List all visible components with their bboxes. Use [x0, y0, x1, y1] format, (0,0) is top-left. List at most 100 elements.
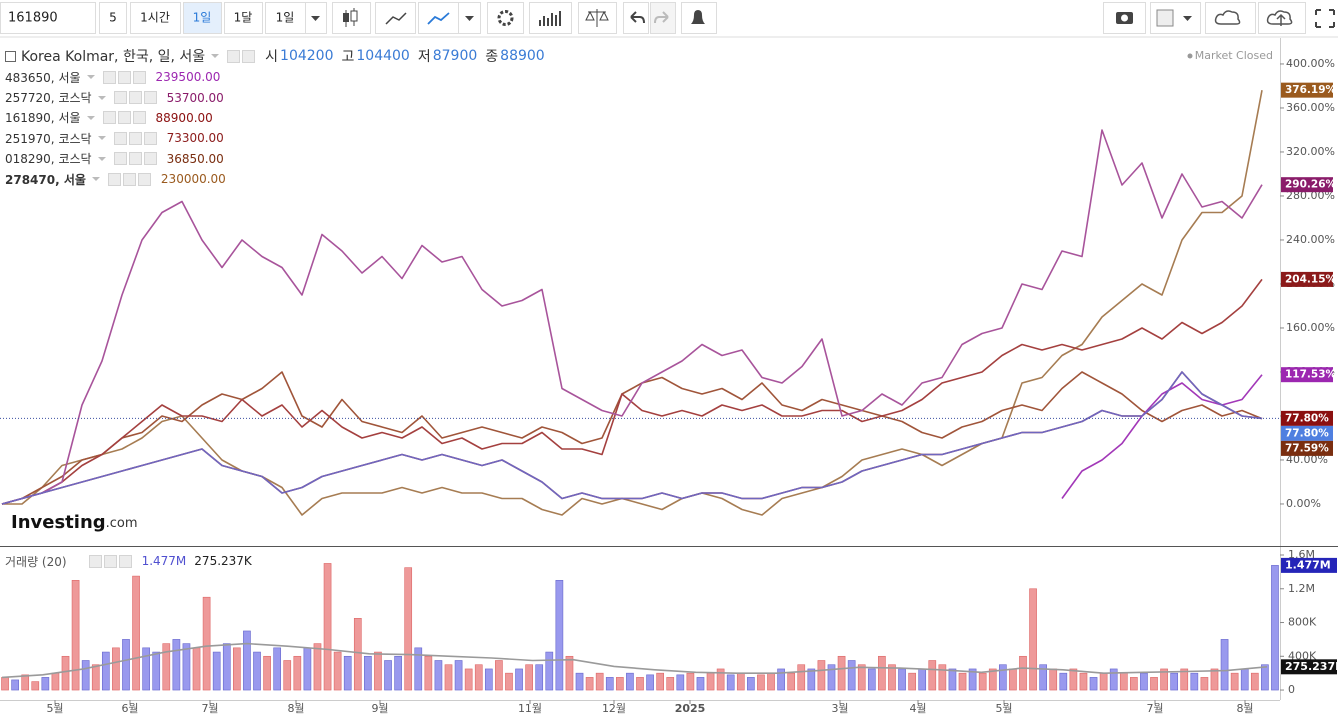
volume-bar: [585, 677, 594, 691]
interval-button[interactable]: [265, 2, 306, 34]
interval-button[interactable]: [224, 2, 263, 34]
volume-bar: [273, 647, 282, 691]
x-tick-label: 8월: [287, 702, 304, 714]
caret[interactable]: [97, 136, 106, 141]
volume-bar: [112, 647, 120, 691]
icon[interactable]: [132, 70, 146, 84]
collapse-box[interactable]: [5, 50, 16, 62]
icon[interactable]: [122, 172, 136, 186]
caret[interactable]: [97, 156, 106, 161]
volume-bar: [384, 660, 392, 691]
interval-button-active[interactable]: [183, 2, 222, 34]
compare-symbol: 278470, 서울: [5, 172, 86, 187]
interval-button[interactable]: [130, 2, 181, 34]
volume-bar: [1009, 668, 1017, 691]
x-tick-label: 7월: [201, 702, 218, 714]
value-badge: [1281, 177, 1333, 193]
volume-bar: [464, 668, 473, 691]
icon[interactable]: [143, 131, 157, 145]
volume-bar: [1029, 588, 1037, 691]
icon[interactable]: [143, 152, 157, 166]
volume-bar: [1140, 672, 1148, 691]
icon[interactable]: [128, 152, 142, 166]
fullscreen-icon[interactable]: [1315, 9, 1335, 28]
interval-button[interactable]: [99, 2, 127, 34]
volume-bar: [777, 668, 785, 691]
icon[interactable]: [132, 111, 146, 125]
volume-bar: [11, 679, 19, 691]
candles-button[interactable]: [332, 2, 371, 34]
y-tick-label: 400.00%: [1286, 57, 1335, 70]
icon[interactable]: [103, 554, 117, 568]
save-button[interactable]: [1258, 2, 1306, 34]
volume-bar: [81, 660, 90, 691]
icon[interactable]: [117, 111, 131, 125]
ohlc-label: 저: [417, 49, 431, 65]
volume-bar: [333, 651, 342, 691]
icon[interactable]: [143, 91, 157, 105]
volume-bar: [374, 651, 382, 691]
volume-bar: [192, 647, 201, 691]
icon[interactable]: [118, 554, 132, 568]
volume-bar: [182, 643, 191, 691]
volume-bar: [1250, 672, 1259, 691]
volume-bar: [817, 660, 826, 691]
settings-button[interactable]: [487, 2, 524, 34]
icon[interactable]: [102, 70, 116, 84]
icon[interactable]: [242, 49, 256, 63]
icon[interactable]: [113, 91, 127, 105]
caret[interactable]: [211, 54, 220, 58]
icon[interactable]: [128, 91, 142, 105]
dropdown-arrow: [311, 16, 320, 21]
volume-bar: [404, 567, 413, 691]
y-tick-label: 40.00%: [1286, 453, 1328, 466]
compare-legend: 161890, 서울 88900.00: [5, 108, 545, 128]
volume-bar: [857, 664, 866, 691]
icon[interactable]: [117, 70, 131, 84]
compare-price: 88900.00: [155, 110, 213, 125]
compare-symbol: 161890, 서울: [5, 111, 81, 126]
volume-bar: [636, 677, 644, 691]
icon[interactable]: [88, 554, 102, 568]
caret[interactable]: [91, 177, 100, 182]
x-tick-label: 5월: [995, 702, 1012, 714]
ohlc-value: 104400: [356, 48, 410, 64]
color-swatch: [1156, 9, 1174, 27]
caret[interactable]: [86, 75, 95, 80]
caret[interactable]: [97, 95, 106, 100]
color-button[interactable]: [1150, 2, 1201, 34]
icon[interactable]: [102, 111, 116, 125]
volume-bar: [1079, 672, 1088, 691]
volume-bar: [51, 672, 60, 691]
icon[interactable]: [128, 131, 142, 145]
volume-bar: [1160, 668, 1168, 691]
logo-brand: Investing: [11, 512, 106, 533]
icon[interactable]: [227, 49, 241, 63]
volume-bar: [1019, 655, 1027, 691]
logo: Investing.com: [11, 512, 138, 533]
volume-bar: [1271, 565, 1279, 691]
x-tick-label: 8월: [1236, 702, 1253, 714]
load-button[interactable]: [1205, 2, 1256, 34]
volume-bar: [535, 664, 544, 691]
cloud-icon: [1214, 10, 1241, 25]
indicators-button[interactable]: [529, 2, 572, 34]
area-button[interactable]: [418, 2, 459, 34]
volume-bar: [1261, 664, 1269, 691]
icon[interactable]: [113, 152, 127, 166]
icon[interactable]: [107, 172, 121, 186]
caret[interactable]: [86, 115, 95, 120]
x-tick-label: 7월: [1146, 702, 1163, 714]
volume-bar: [646, 674, 654, 691]
icon[interactable]: [137, 172, 151, 186]
volume-bar: [938, 664, 947, 691]
series-line: [1061, 374, 1263, 499]
icon[interactable]: [113, 131, 127, 145]
volume-bar: [747, 677, 755, 691]
volume-legend-row: 거래량 (20) 1.477M 275.237K: [5, 551, 252, 571]
symbol-input[interactable]: [0, 2, 96, 34]
x-tick-label: 11월: [518, 702, 542, 714]
main-symbol: Korea Kolmar, 한국, 일, 서울: [21, 49, 206, 65]
volume-bar: [243, 630, 251, 691]
